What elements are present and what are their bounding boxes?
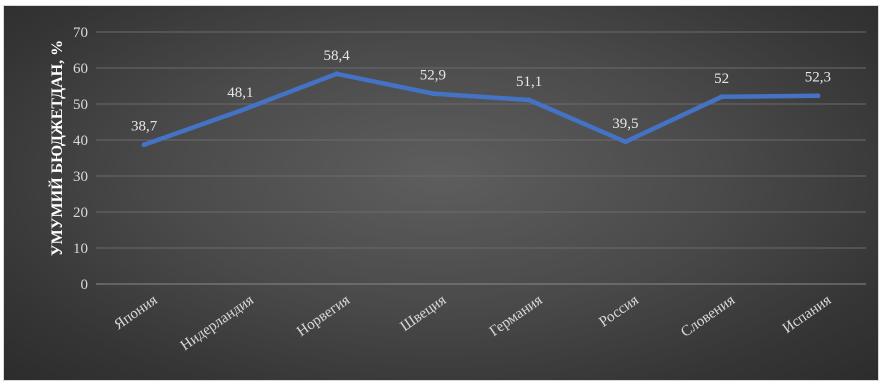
data-point [141,142,147,148]
x-tick-label: Япония [112,292,161,333]
data-point [430,91,436,97]
data-label: 38,7 [131,119,158,135]
y-tick-label: 50 [73,97,88,113]
line-chart: 0 10 20 30 40 50 60 70 Япония Нидерландия Норвеги… [47,25,866,354]
y-tick-label: 70 [73,25,88,41]
y-tick-label: 30 [73,169,88,185]
data-label: 52,9 [420,68,446,84]
x-tick-label: Словения [678,292,738,340]
x-tick-label: Швеция [398,292,450,335]
data-label: 39,5 [612,116,638,132]
series-line-layer [141,71,821,148]
x-tick-label: Германия [487,292,546,340]
gridlines [96,31,866,285]
y-tick-label: 60 [73,61,88,77]
chart-area: 0 10 20 30 40 50 60 70 Япония Нидерландия Норвеги… [4,6,878,380]
data-label: 51,1 [516,74,542,90]
data-label: 52,3 [805,70,831,86]
y-tick-label: 20 [73,205,88,221]
x-tick-label: Испания [780,292,834,337]
x-tick-label: Россия [596,292,641,330]
data-point [719,94,725,100]
data-label: 48,1 [227,85,253,101]
data-label: 52 [714,71,729,87]
y-tick-label: 40 [73,133,88,149]
x-tick-label: Норвегия [294,292,353,340]
x-tick-label: Нидерландия [178,292,257,354]
data-point [815,93,821,99]
y-axis-title: УМУМИЙ БЮДЖЕТДАН, % [47,40,66,256]
data-labels: 38,7 48,1 58,4 52,9 51,1 39,5 52 52,3 [131,48,831,135]
data-point [237,108,243,114]
data-point [622,139,628,145]
data-point [334,71,340,77]
y-tick-label: 0 [81,277,89,293]
series-line [141,71,821,147]
y-tick-label: 10 [73,241,88,257]
y-axis-ticks: 0 10 20 30 40 50 60 70 [73,25,88,293]
x-axis-ticks: Япония Нидерландия Норвегия Швеция Германия Р… [112,292,835,354]
data-label: 58,4 [324,48,351,64]
data-point [526,97,532,103]
